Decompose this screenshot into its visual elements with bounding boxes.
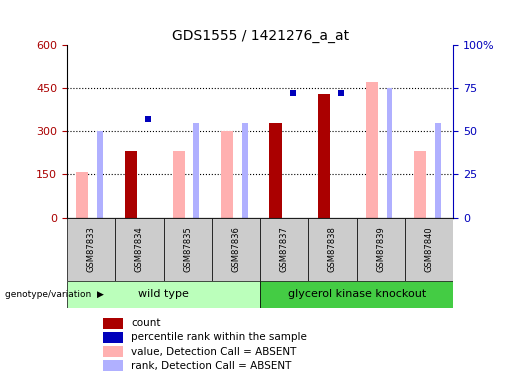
Text: value, Detection Call = ABSENT: value, Detection Call = ABSENT bbox=[131, 346, 297, 357]
Bar bbox=[103, 360, 123, 371]
Bar bbox=[115, 217, 163, 281]
Text: rank, Detection Call = ABSENT: rank, Detection Call = ABSENT bbox=[131, 361, 291, 370]
Text: GSM87838: GSM87838 bbox=[328, 226, 337, 272]
Text: GSM87833: GSM87833 bbox=[87, 226, 96, 272]
Bar bbox=[212, 217, 260, 281]
Bar bbox=[260, 217, 308, 281]
Bar bbox=[67, 217, 115, 281]
Bar bbox=[435, 123, 441, 218]
Bar bbox=[318, 94, 330, 218]
Bar bbox=[221, 131, 233, 218]
Bar bbox=[260, 281, 453, 308]
Text: GSM87834: GSM87834 bbox=[135, 226, 144, 272]
Bar bbox=[67, 281, 260, 308]
Bar bbox=[194, 123, 199, 218]
Text: GSM87840: GSM87840 bbox=[424, 226, 434, 272]
Text: wild type: wild type bbox=[138, 290, 189, 299]
Bar bbox=[125, 152, 136, 217]
Bar bbox=[415, 152, 426, 217]
Bar bbox=[97, 131, 102, 218]
Text: glycerol kinase knockout: glycerol kinase knockout bbox=[287, 290, 426, 299]
Bar bbox=[387, 88, 392, 218]
Title: GDS1555 / 1421276_a_at: GDS1555 / 1421276_a_at bbox=[171, 28, 349, 43]
Text: genotype/variation  ▶: genotype/variation ▶ bbox=[5, 290, 104, 299]
Bar bbox=[76, 171, 89, 217]
Text: GSM87835: GSM87835 bbox=[183, 226, 192, 272]
Text: count: count bbox=[131, 318, 161, 328]
Bar bbox=[103, 318, 123, 329]
Bar bbox=[103, 346, 123, 357]
Bar bbox=[405, 217, 453, 281]
Text: GSM87837: GSM87837 bbox=[280, 226, 289, 272]
Bar bbox=[356, 217, 405, 281]
Bar bbox=[173, 152, 185, 217]
Text: GSM87839: GSM87839 bbox=[376, 226, 385, 272]
Bar bbox=[103, 332, 123, 343]
Text: GSM87836: GSM87836 bbox=[231, 226, 241, 272]
Text: percentile rank within the sample: percentile rank within the sample bbox=[131, 333, 307, 342]
Bar bbox=[308, 217, 356, 281]
Bar bbox=[242, 123, 248, 218]
Bar bbox=[366, 82, 378, 218]
Bar bbox=[163, 217, 212, 281]
Bar bbox=[269, 123, 282, 218]
